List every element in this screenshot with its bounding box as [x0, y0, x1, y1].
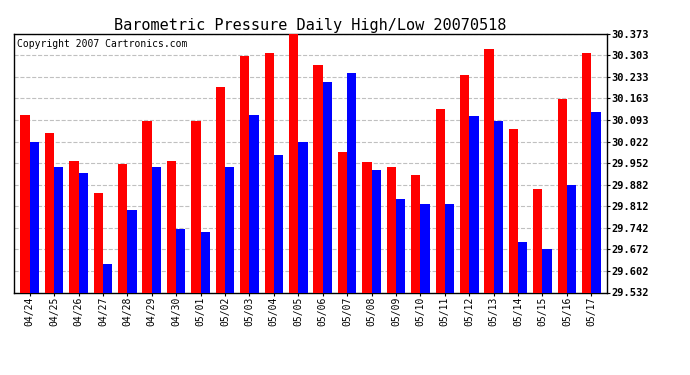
Bar — [54, 167, 63, 375]
Bar — [542, 249, 552, 375]
Bar — [323, 82, 332, 375]
Bar — [460, 75, 469, 375]
Bar — [69, 161, 79, 375]
Bar — [347, 73, 357, 375]
Bar — [411, 175, 420, 375]
Bar — [567, 185, 576, 375]
Bar — [298, 142, 308, 375]
Bar — [445, 204, 454, 375]
Bar — [558, 99, 567, 375]
Bar — [167, 161, 176, 375]
Bar — [582, 53, 591, 375]
Bar — [103, 264, 112, 375]
Bar — [435, 108, 445, 375]
Bar — [30, 142, 39, 375]
Bar — [338, 152, 347, 375]
Bar — [250, 115, 259, 375]
Bar — [216, 87, 225, 375]
Bar — [118, 164, 128, 375]
Bar — [313, 66, 323, 375]
Bar — [289, 33, 298, 375]
Bar — [386, 167, 396, 375]
Bar — [371, 170, 381, 375]
Bar — [420, 204, 430, 375]
Bar — [225, 167, 235, 375]
Bar — [143, 121, 152, 375]
Bar — [396, 199, 405, 375]
Bar — [79, 173, 88, 375]
Bar — [128, 210, 137, 375]
Bar — [191, 121, 201, 375]
Bar — [152, 167, 161, 375]
Bar — [518, 242, 527, 375]
Bar — [469, 116, 478, 375]
Bar — [493, 121, 503, 375]
Bar — [533, 189, 542, 375]
Bar — [240, 56, 250, 375]
Bar — [484, 48, 493, 375]
Bar — [264, 53, 274, 375]
Bar — [591, 112, 600, 375]
Bar — [94, 193, 103, 375]
Bar — [45, 133, 54, 375]
Bar — [362, 162, 371, 375]
Bar — [176, 228, 186, 375]
Bar — [274, 154, 283, 375]
Bar — [201, 232, 210, 375]
Title: Barometric Pressure Daily High/Low 20070518: Barometric Pressure Daily High/Low 20070… — [115, 18, 506, 33]
Bar — [21, 115, 30, 375]
Text: Copyright 2007 Cartronics.com: Copyright 2007 Cartronics.com — [17, 39, 187, 49]
Bar — [509, 129, 518, 375]
